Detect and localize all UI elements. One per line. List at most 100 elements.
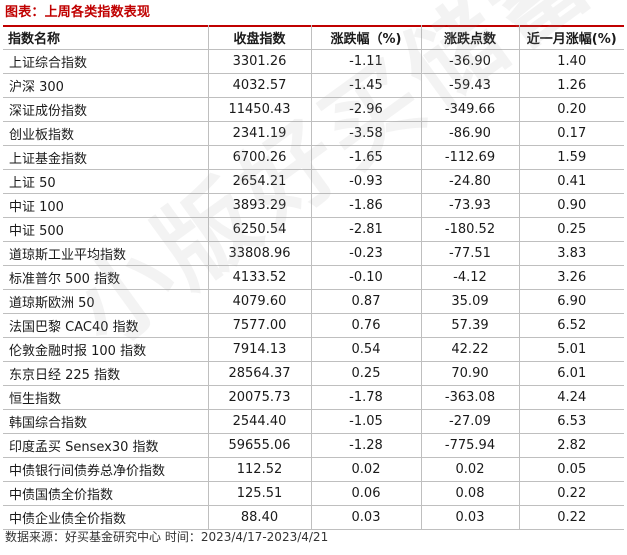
table-row: 道琼斯工业平均指数 33808.96 -0.23 -77.51 3.83 xyxy=(3,241,624,266)
index-name-cell: 法国巴黎 CAC40 指数 xyxy=(3,313,209,338)
index-name-cell: 上证基金指数 xyxy=(3,145,209,170)
table-header-row: 指数名称 收盘指数 涨跌幅（%) 涨跌点数 近一月涨幅(%) xyxy=(3,25,624,50)
table-row: 上证综合指数 3301.26 -1.11 -36.90 1.40 xyxy=(3,49,624,74)
table-row: 沪深 300 4032.57 -1.45 -59.43 1.26 xyxy=(3,73,624,98)
close-cell: 88.40 xyxy=(208,505,312,530)
index-name-cell: 印度孟买 Sensex30 指数 xyxy=(3,433,209,458)
change-points-cell: -24.80 xyxy=(421,169,520,194)
change-pct-cell: -0.23 xyxy=(311,241,422,266)
index-performance-table: 指数名称 收盘指数 涨跌幅（%) 涨跌点数 近一月涨幅(%) 上证综合指数 330… xyxy=(3,25,624,530)
close-cell: 6700.26 xyxy=(208,145,312,170)
change-pct-cell: 0.54 xyxy=(311,337,422,362)
change-points-cell: -27.09 xyxy=(421,409,520,434)
month-change-cell: 6.90 xyxy=(519,289,624,314)
change-pct-cell: 0.87 xyxy=(311,289,422,314)
change-points-cell: -4.12 xyxy=(421,265,520,290)
month-change-cell: 0.41 xyxy=(519,169,624,194)
table-row: 韩国综合指数 2544.40 -1.05 -27.09 6.53 xyxy=(3,409,624,434)
table-row: 伦敦金融时报 100 指数 7914.13 0.54 42.22 5.01 xyxy=(3,337,624,362)
month-change-cell: 1.26 xyxy=(519,73,624,98)
change-points-cell: 35.09 xyxy=(421,289,520,314)
month-change-cell: 0.90 xyxy=(519,193,624,218)
change-points-cell: -36.90 xyxy=(421,49,520,74)
month-change-cell: 6.53 xyxy=(519,409,624,434)
index-name-cell: 中债银行间债券总净价指数 xyxy=(3,457,209,482)
close-cell: 7914.13 xyxy=(208,337,312,362)
month-change-cell: 0.22 xyxy=(519,481,624,506)
change-points-cell: 0.02 xyxy=(421,457,520,482)
month-change-cell: 6.01 xyxy=(519,361,624,386)
data-source-note: 数据来源：好买基金研究中心 时间：2023/4/17-2023/4/21 xyxy=(5,530,329,544)
index-name-cell: 上证综合指数 xyxy=(3,49,209,74)
change-points-cell: 42.22 xyxy=(421,337,520,362)
table-row: 上证基金指数 6700.26 -1.65 -112.69 1.59 xyxy=(3,145,624,170)
month-change-cell: 0.17 xyxy=(519,121,624,146)
change-pct-cell: 0.06 xyxy=(311,481,422,506)
table-row: 标准普尔 500 指数 4133.52 -0.10 -4.12 3.26 xyxy=(3,265,624,290)
index-name-cell: 中债企业债全价指数 xyxy=(3,505,209,530)
change-points-cell: -363.08 xyxy=(421,385,520,410)
close-cell: 7577.00 xyxy=(208,313,312,338)
month-change-cell: 3.26 xyxy=(519,265,624,290)
change-points-cell: -775.94 xyxy=(421,433,520,458)
month-change-cell: 6.52 xyxy=(519,313,624,338)
header-close: 收盘指数 xyxy=(208,25,312,50)
table-row: 法国巴黎 CAC40 指数 7577.00 0.76 57.39 6.52 xyxy=(3,313,624,338)
close-cell: 125.51 xyxy=(208,481,312,506)
month-change-cell: 0.20 xyxy=(519,97,624,122)
close-cell: 11450.43 xyxy=(208,97,312,122)
change-pct-cell: -1.11 xyxy=(311,49,422,74)
month-change-cell: 4.24 xyxy=(519,385,624,410)
index-name-cell: 中债国债全价指数 xyxy=(3,481,209,506)
index-name-cell: 东京日经 225 指数 xyxy=(3,361,209,386)
change-pct-cell: 0.02 xyxy=(311,457,422,482)
month-change-cell: 0.22 xyxy=(519,505,624,530)
close-cell: 20075.73 xyxy=(208,385,312,410)
change-pct-cell: -1.45 xyxy=(311,73,422,98)
close-cell: 2341.19 xyxy=(208,121,312,146)
index-name-cell: 中证 500 xyxy=(3,217,209,242)
change-points-cell: -59.43 xyxy=(421,73,520,98)
close-cell: 59655.06 xyxy=(208,433,312,458)
close-cell: 2544.40 xyxy=(208,409,312,434)
close-cell: 4032.57 xyxy=(208,73,312,98)
change-points-cell: -112.69 xyxy=(421,145,520,170)
table-row: 道琼斯欧洲 50 4079.60 0.87 35.09 6.90 xyxy=(3,289,624,314)
close-cell: 3301.26 xyxy=(208,49,312,74)
index-name-cell: 标准普尔 500 指数 xyxy=(3,265,209,290)
table-row: 上证 50 2654.21 -0.93 -24.80 0.41 xyxy=(3,169,624,194)
month-change-cell: 0.05 xyxy=(519,457,624,482)
table-row: 恒生指数 20075.73 -1.78 -363.08 4.24 xyxy=(3,385,624,410)
index-name-cell: 中证 100 xyxy=(3,193,209,218)
month-change-cell: 2.82 xyxy=(519,433,624,458)
month-change-cell: 1.40 xyxy=(519,49,624,74)
close-cell: 2654.21 xyxy=(208,169,312,194)
table-body: 上证综合指数 3301.26 -1.11 -36.90 1.40 沪深 300 4032.5… xyxy=(3,49,624,530)
change-pct-cell: -1.65 xyxy=(311,145,422,170)
change-points-cell: -86.90 xyxy=(421,121,520,146)
close-cell: 33808.96 xyxy=(208,241,312,266)
close-cell: 4079.60 xyxy=(208,289,312,314)
close-cell: 4133.52 xyxy=(208,265,312,290)
table-row: 印度孟买 Sensex30 指数 59655.06 -1.28 -775.94 2.82 xyxy=(3,433,624,458)
close-cell: 3893.29 xyxy=(208,193,312,218)
table-row: 中债银行间债券总净价指数 112.52 0.02 0.02 0.05 xyxy=(3,457,624,482)
month-change-cell: 1.59 xyxy=(519,145,624,170)
month-change-cell: 0.25 xyxy=(519,217,624,242)
change-pct-cell: -2.81 xyxy=(311,217,422,242)
table-row: 创业板指数 2341.19 -3.58 -86.90 0.17 xyxy=(3,121,624,146)
table-row: 中证 100 3893.29 -1.86 -73.93 0.90 xyxy=(3,193,624,218)
change-pct-cell: -1.86 xyxy=(311,193,422,218)
table-row: 中证 500 6250.54 -2.81 -180.52 0.25 xyxy=(3,217,624,242)
table-row: 中债企业债全价指数 88.40 0.03 0.03 0.22 xyxy=(3,505,624,530)
change-pct-cell: -2.96 xyxy=(311,97,422,122)
index-name-cell: 道琼斯欧洲 50 xyxy=(3,289,209,314)
index-name-cell: 创业板指数 xyxy=(3,121,209,146)
page-title: 图表：上周各类指数表现 xyxy=(5,5,151,20)
change-pct-cell: -1.28 xyxy=(311,433,422,458)
index-name-cell: 恒生指数 xyxy=(3,385,209,410)
table-row: 深证成份指数 11450.43 -2.96 -349.66 0.20 xyxy=(3,97,624,122)
index-name-cell: 伦敦金融时报 100 指数 xyxy=(3,337,209,362)
change-pct-cell: -1.05 xyxy=(311,409,422,434)
change-pct-cell: 0.25 xyxy=(311,361,422,386)
